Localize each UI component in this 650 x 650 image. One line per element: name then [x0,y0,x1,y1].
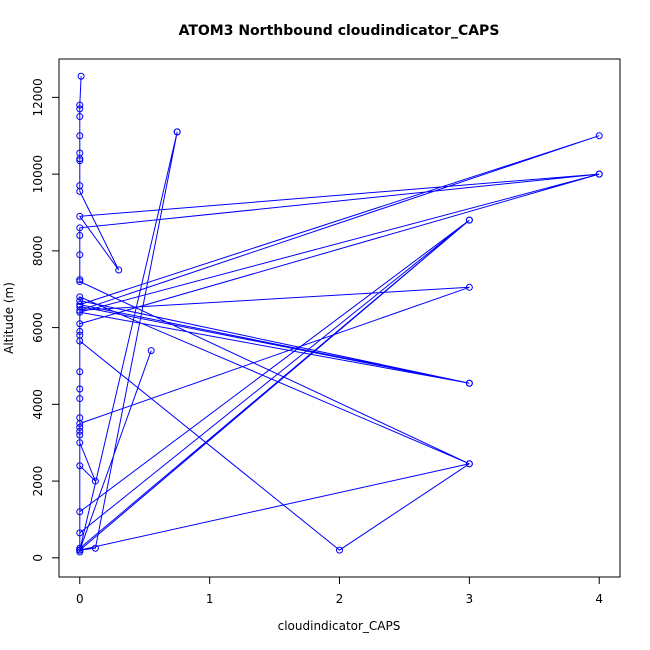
data-point [76,276,84,284]
data-point [76,278,84,286]
data-point [76,337,84,345]
y-tick-label: 2000 [31,466,45,497]
data-point [76,462,84,470]
x-tick-label: 3 [466,592,474,606]
y-axis: 0 2000 4000 6000 8000 10000 12000 [31,78,60,562]
data-point [76,251,84,259]
data-point [76,157,84,165]
y-tick-label: 8000 [31,236,45,267]
data-point [76,320,84,328]
data-point [76,101,84,109]
x-tick-label: 4 [595,592,603,606]
data-point [76,439,84,447]
data-point [76,423,84,431]
x-tick-label: 2 [336,592,344,606]
data-point [77,72,85,80]
data-point [91,544,99,552]
data-point [595,132,603,140]
series-points [76,72,603,556]
data-point [595,170,603,178]
data-point [76,132,84,140]
y-axis-label: Altitude (m) [2,282,16,354]
data-point [76,155,84,163]
data-point [465,379,473,387]
x-tick-label: 1 [206,592,214,606]
data-point [76,306,84,314]
data-point [465,460,473,468]
data-point [76,529,84,537]
data-point [115,266,123,274]
data-point [76,395,84,403]
data-point [76,293,84,301]
y-tick-label: 4000 [31,389,45,420]
chart-title: ATOM3 Northbound cloudindicator_CAPS [179,23,500,39]
x-axis-label: cloudindicator_CAPS [278,619,401,633]
data-point [76,212,84,220]
data-point [465,283,473,291]
data-point [76,385,84,393]
data-point [76,427,84,435]
data-point [76,414,84,422]
data-point [76,431,84,439]
data-point [173,128,181,136]
data-point [91,477,99,485]
data-point [76,232,84,240]
data-point [336,546,343,554]
data-point [76,544,84,552]
data-point [76,105,84,113]
data-point [76,224,84,232]
x-axis: 0 1 2 3 4 [76,576,603,606]
data-point [76,113,84,121]
y-tick-label: 6000 [31,312,45,343]
y-tick-label: 0 [31,554,45,562]
y-tick-label: 12000 [31,78,45,116]
data-point [147,347,155,355]
data-point [465,216,473,224]
data-point [76,548,84,556]
data-point [76,368,84,376]
data-point [76,308,84,316]
data-point [76,327,84,335]
data-point [76,546,84,554]
x-tick-label: 0 [76,592,84,606]
y-tick-label: 10000 [31,155,45,193]
data-point [76,187,84,195]
data-point [76,508,84,516]
